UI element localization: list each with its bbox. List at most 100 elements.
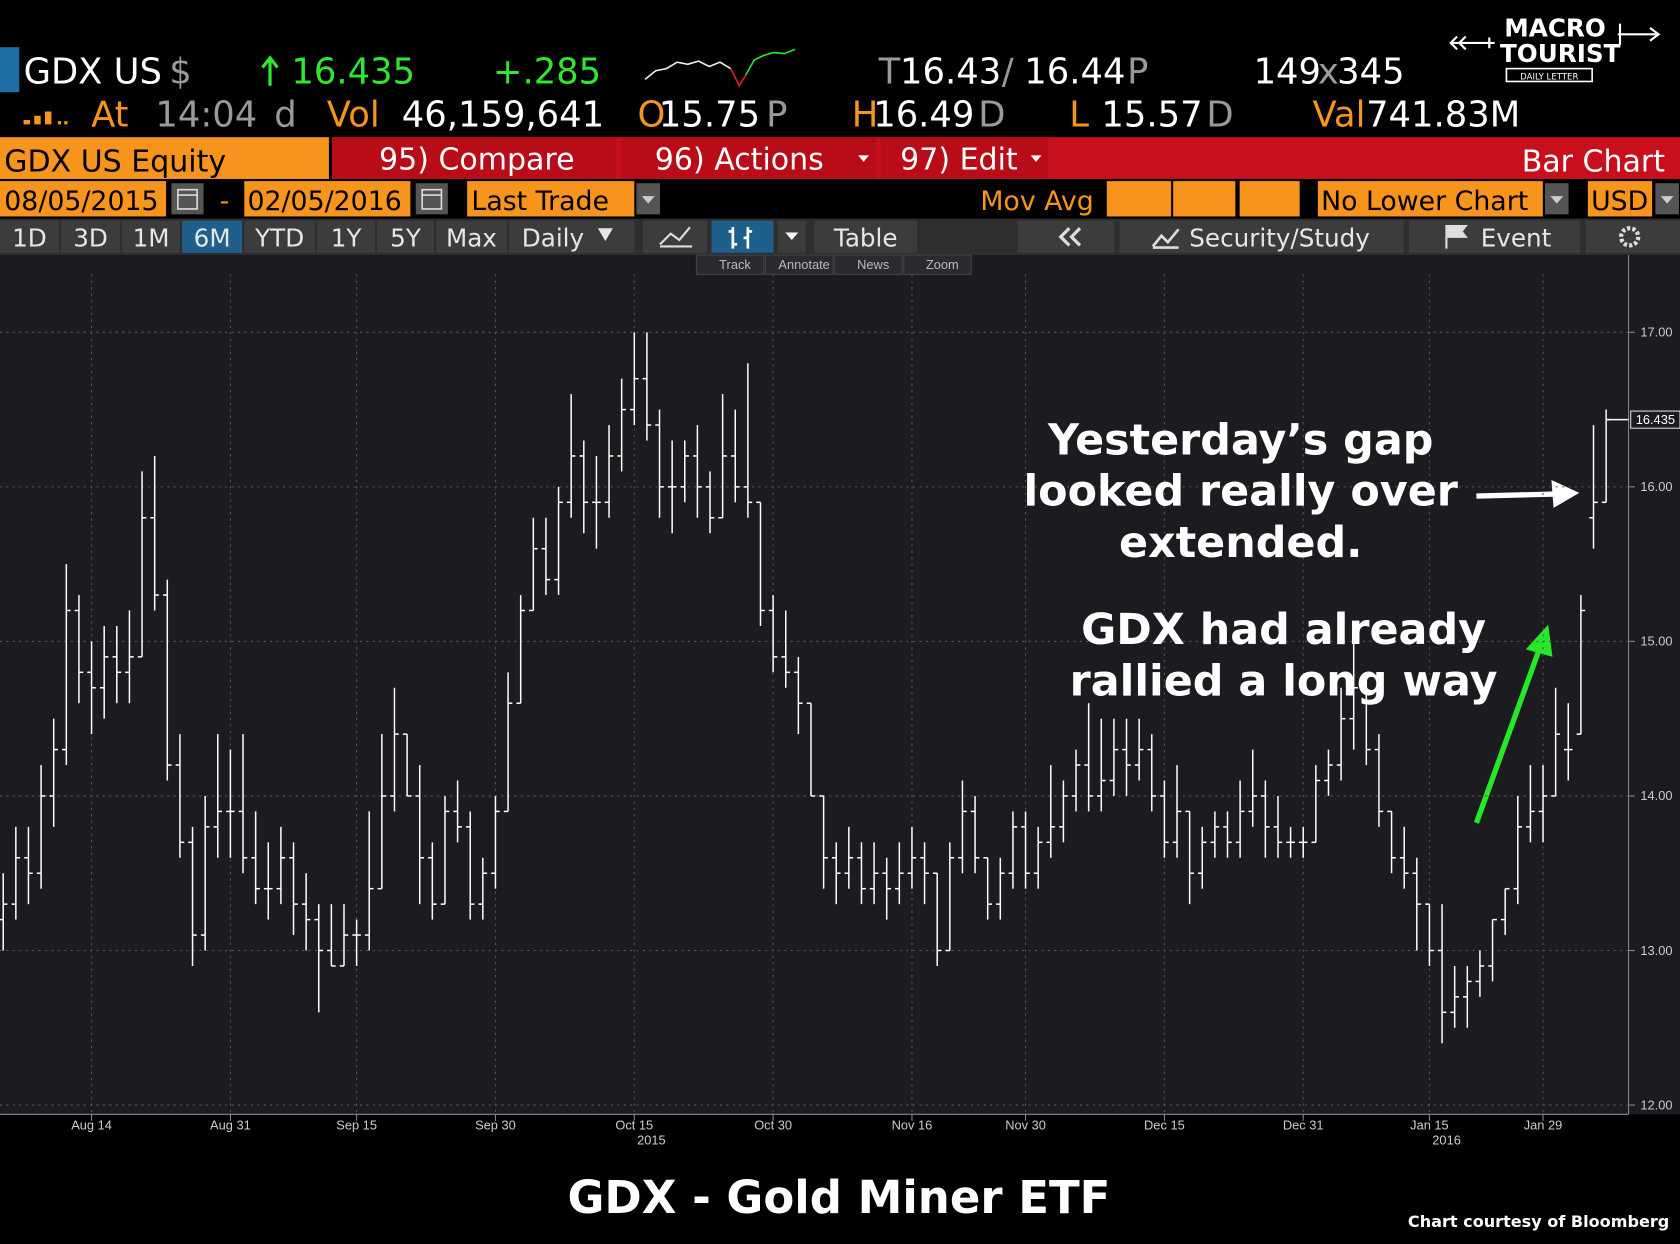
period-tab[interactable] bbox=[182, 220, 243, 253]
annotation: GDX had already bbox=[1081, 605, 1486, 655]
x-tick-label: Dec 15 bbox=[1144, 1117, 1185, 1132]
logo-arrow-left bbox=[1449, 35, 1495, 51]
period-tab[interactable] bbox=[122, 220, 180, 253]
end-date-field[interactable] bbox=[244, 181, 411, 217]
period-tab-label[interactable]: Max bbox=[446, 223, 497, 252]
header-field: 149 bbox=[1254, 52, 1321, 93]
calendar-icons bbox=[177, 188, 443, 210]
actions-button[interactable] bbox=[621, 137, 877, 179]
x-tick-label: Sep 15 bbox=[336, 1117, 377, 1132]
mov-avg-field[interactable] bbox=[1239, 181, 1300, 217]
dropdown-caret bbox=[597, 228, 613, 242]
function-button-label[interactable]: 96) Actions bbox=[655, 142, 824, 177]
collapse-icon bbox=[1058, 227, 1082, 247]
period-tab-label[interactable]: 1M bbox=[133, 223, 170, 252]
annotation: looked really over bbox=[1024, 467, 1458, 517]
header-field: P bbox=[1127, 52, 1148, 93]
header-field: Val bbox=[1313, 94, 1366, 135]
event-button[interactable] bbox=[1408, 220, 1581, 253]
control-text: - bbox=[220, 186, 230, 217]
x-tick-label: Oct 30 bbox=[754, 1117, 792, 1132]
header-field: $ bbox=[169, 52, 192, 93]
table-button[interactable] bbox=[814, 220, 918, 253]
settings-button[interactable] bbox=[1585, 220, 1680, 253]
x-tick-label: Jan 15 bbox=[1410, 1117, 1449, 1132]
x-tick-label: Nov 30 bbox=[1005, 1117, 1046, 1132]
tab-label[interactable]: Daily bbox=[522, 223, 584, 252]
x-tick-label: Aug 31 bbox=[210, 1117, 251, 1132]
x-tick-label: Aug 14 bbox=[71, 1117, 112, 1132]
y-tick-label: 15.00 bbox=[1640, 634, 1672, 649]
period-tab[interactable] bbox=[436, 220, 507, 253]
function-button-label[interactable]: 95) Compare bbox=[379, 142, 575, 177]
chart-type-label: Bar Chart bbox=[1522, 144, 1666, 179]
header-field: O bbox=[638, 94, 666, 135]
security-field[interactable] bbox=[0, 137, 329, 179]
header-field: H bbox=[852, 94, 879, 135]
header-field: 14:04 bbox=[155, 94, 257, 135]
control-text: 08/05/2015 bbox=[4, 186, 158, 217]
y-tick-label: 16.00 bbox=[1640, 479, 1672, 494]
sparkline-up bbox=[745, 48, 796, 76]
collapse-button[interactable] bbox=[1017, 220, 1115, 253]
bar-chart-icon bbox=[728, 227, 753, 249]
mov-avg-field[interactable] bbox=[1106, 181, 1172, 217]
y-tick-label: 17.00 bbox=[1640, 325, 1672, 340]
mini-tool-button[interactable] bbox=[834, 254, 903, 275]
period-tab-label[interactable]: 1Y bbox=[331, 223, 363, 252]
period-tab-label[interactable]: YTD bbox=[254, 223, 304, 252]
currency-field[interactable] bbox=[1587, 181, 1653, 217]
mini-tool-button[interactable] bbox=[764, 254, 834, 275]
bar-chart-button[interactable] bbox=[711, 220, 774, 253]
mini-tool-label[interactable]: Zoom bbox=[926, 257, 959, 272]
sparkline bbox=[644, 60, 732, 80]
gear-icon bbox=[1618, 226, 1641, 248]
tab-label[interactable]: Table bbox=[833, 223, 898, 252]
function-button-label[interactable]: 97) Edit bbox=[900, 142, 1018, 177]
start-date-field[interactable] bbox=[0, 181, 167, 217]
header-field: 15.75 bbox=[659, 94, 760, 135]
frequency-dropdown[interactable] bbox=[508, 220, 635, 253]
header-field: D bbox=[978, 94, 1005, 135]
period-tab[interactable] bbox=[0, 220, 59, 253]
tab-label[interactable]: Security/Study bbox=[1189, 223, 1370, 252]
header-field: 16.435 bbox=[291, 52, 415, 93]
header-field: 16.49 bbox=[873, 94, 974, 135]
logo-text: TOURIST bbox=[1500, 39, 1621, 68]
focus-marker bbox=[0, 47, 20, 93]
period-tab[interactable] bbox=[317, 220, 375, 253]
header-field: L bbox=[1069, 94, 1089, 135]
annotation: rallied a long way bbox=[1070, 656, 1498, 706]
period-tab-label[interactable]: 3D bbox=[73, 223, 108, 252]
tab-label[interactable]: Event bbox=[1481, 223, 1552, 252]
period-tab[interactable] bbox=[244, 220, 315, 253]
y-tick-label: 12.00 bbox=[1640, 1097, 1672, 1112]
mov-avg-field[interactable] bbox=[1173, 181, 1236, 217]
flag-icon bbox=[1445, 225, 1468, 249]
x-tick-label: Nov 16 bbox=[892, 1117, 933, 1132]
control-text: Last Trade bbox=[471, 186, 609, 217]
compare-button[interactable] bbox=[332, 137, 617, 179]
edit-button[interactable] bbox=[880, 137, 1048, 179]
mini-tool-button[interactable] bbox=[903, 254, 972, 275]
period-tabs: 1D 3D 1M 6M YTD 1Y 5Y Max bbox=[0, 220, 635, 253]
control-text: USD bbox=[1591, 186, 1648, 217]
header-field: 16.44 bbox=[1024, 52, 1125, 93]
mini-tool-label[interactable]: News bbox=[857, 257, 889, 272]
mini-tool-label[interactable]: Track bbox=[719, 257, 751, 272]
period-tab-label[interactable]: 1D bbox=[12, 223, 47, 252]
mini-tool-button[interactable] bbox=[695, 254, 765, 275]
period-tab-label[interactable]: 6M bbox=[194, 223, 231, 252]
header-field: T bbox=[878, 52, 901, 93]
period-tab[interactable] bbox=[377, 220, 434, 253]
period-tab-label[interactable]: 5Y bbox=[390, 223, 422, 252]
header-field: / bbox=[1002, 52, 1014, 93]
lower-chart-field[interactable] bbox=[1317, 181, 1543, 217]
mini-tool-label[interactable]: Annotate bbox=[778, 257, 829, 272]
last-price-label: 16.435 bbox=[1636, 412, 1675, 427]
period-tab[interactable] bbox=[61, 220, 120, 253]
header-field: d bbox=[274, 94, 296, 135]
price-field[interactable] bbox=[467, 181, 635, 217]
